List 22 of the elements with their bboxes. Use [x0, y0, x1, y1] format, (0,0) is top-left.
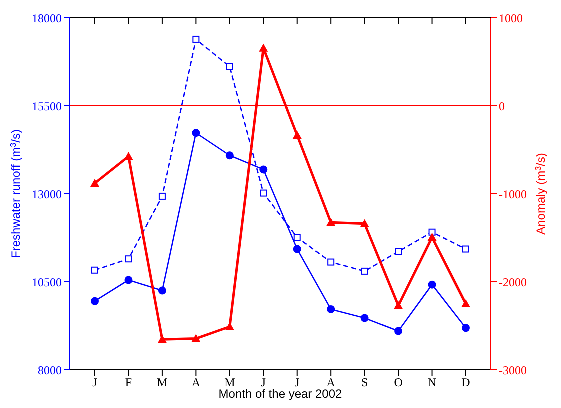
- y2-tick-label: -1000: [499, 187, 527, 202]
- x-tick-label: O: [394, 376, 404, 390]
- y-tick-label: 10500: [32, 275, 62, 290]
- x-tick-label: J: [261, 376, 266, 390]
- x-tick-label: J: [92, 376, 98, 390]
- y2-tick-label: -3000: [499, 363, 527, 378]
- y2-tick-label: 1000: [499, 11, 523, 26]
- y-tick-label: 15500: [32, 99, 62, 114]
- y2-tick-label: -2000: [499, 275, 527, 290]
- y-tick-label: 18000: [32, 11, 62, 26]
- x-tick-label: A: [192, 376, 201, 390]
- x-tick-label: F: [125, 376, 132, 390]
- y-tick-label: 8000: [38, 363, 62, 378]
- y2-tick-label: 0: [499, 99, 505, 114]
- x-tick-label: M: [157, 376, 168, 390]
- x-tick-label: D: [462, 376, 471, 390]
- x-tick-label: J: [295, 376, 300, 390]
- x-tick-label: N: [428, 376, 437, 390]
- x-tick-label: A: [326, 376, 336, 390]
- x-tick-label: S: [361, 376, 368, 390]
- x-tick-label: M: [224, 376, 236, 390]
- y-tick-label: 13000: [32, 187, 62, 202]
